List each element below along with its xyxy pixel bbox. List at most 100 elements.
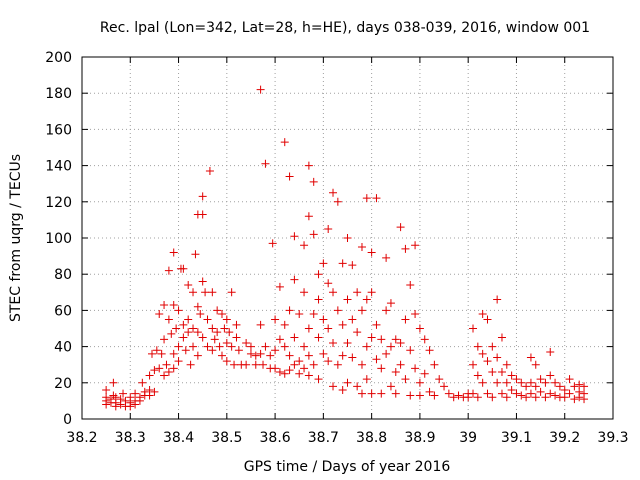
- y-tick-label: 60: [54, 303, 72, 319]
- data-point: [526, 378, 535, 387]
- data-point: [193, 351, 202, 360]
- data-point: [357, 306, 366, 315]
- data-point: [353, 288, 362, 297]
- data-point: [275, 335, 284, 344]
- data-point: [541, 378, 550, 387]
- y-tick-label: 100: [45, 231, 72, 247]
- data-point: [512, 389, 521, 398]
- data-point: [191, 250, 200, 259]
- data-point: [246, 349, 255, 358]
- data-point: [386, 342, 395, 351]
- data-point: [126, 402, 135, 411]
- data-point: [290, 333, 299, 342]
- data-point: [473, 371, 482, 380]
- data-point: [169, 248, 178, 257]
- data-point: [522, 382, 531, 391]
- data-point: [372, 355, 381, 364]
- data-point: [338, 351, 347, 360]
- data-point: [367, 389, 376, 398]
- data-point: [580, 395, 589, 404]
- data-point: [198, 192, 207, 201]
- data-point: [179, 333, 188, 342]
- data-point: [575, 380, 584, 389]
- y-axis-label: STEC from uqrg / TECUs: [8, 154, 24, 322]
- data-point: [230, 360, 239, 369]
- data-point: [131, 400, 140, 409]
- data-point: [189, 324, 198, 333]
- data-point: [109, 378, 118, 387]
- data-point: [160, 371, 169, 380]
- data-point: [362, 342, 371, 351]
- data-point: [261, 342, 270, 351]
- y-tick-label: 200: [45, 50, 72, 66]
- data-point: [401, 315, 410, 324]
- data-point: [251, 351, 260, 360]
- data-point: [425, 346, 434, 355]
- data-point: [391, 367, 400, 376]
- data-point: [225, 328, 234, 337]
- data-point: [565, 389, 574, 398]
- data-point: [382, 349, 391, 358]
- data-point: [333, 197, 342, 206]
- data-point: [232, 333, 241, 342]
- data-point: [145, 391, 154, 400]
- data-point: [386, 382, 395, 391]
- data-point: [246, 342, 255, 351]
- data-point: [198, 277, 207, 286]
- data-point: [309, 177, 318, 186]
- data-point: [329, 188, 338, 197]
- data-point: [116, 400, 125, 409]
- data-point: [285, 172, 294, 181]
- data-point: [314, 333, 323, 342]
- y-tick-label: 40: [54, 340, 72, 356]
- y-tick-label: 140: [45, 159, 72, 175]
- data-point: [555, 382, 564, 391]
- data-point: [497, 367, 506, 376]
- data-point: [570, 395, 579, 404]
- x-tick-labels: 38.2 38.3 38.4 38.5 38.6 38.7 38.8 38.9 39 39.1 39…: [66, 430, 628, 446]
- y-tick-label: 120: [45, 195, 72, 211]
- data-point: [382, 253, 391, 262]
- data-point: [570, 382, 579, 391]
- y-tick-label: 0: [63, 412, 72, 428]
- data-point: [169, 364, 178, 373]
- data-point: [271, 364, 280, 373]
- data-point: [295, 369, 304, 378]
- data-point: [329, 382, 338, 391]
- data-point: [181, 346, 190, 355]
- data-point: [348, 353, 357, 362]
- y-tick-label: 180: [45, 86, 72, 102]
- grid: [82, 57, 613, 419]
- axis-ticks: [81, 56, 614, 420]
- data-point: [150, 366, 159, 375]
- data-point: [189, 342, 198, 351]
- data-point: [179, 264, 188, 273]
- data-point: [338, 320, 347, 329]
- data-point: [234, 346, 243, 355]
- data-point: [454, 391, 463, 400]
- data-point: [198, 210, 207, 219]
- data-point: [483, 357, 492, 366]
- data-point: [502, 393, 511, 402]
- y-tick-label: 20: [54, 376, 72, 392]
- data-point: [367, 248, 376, 257]
- data-point: [174, 342, 183, 351]
- data-point: [343, 295, 352, 304]
- data-point: [324, 279, 333, 288]
- data-point: [464, 393, 473, 402]
- data-point: [522, 393, 531, 402]
- data-point: [531, 360, 540, 369]
- data-point: [560, 393, 569, 402]
- data-point: [309, 310, 318, 319]
- data-point: [372, 320, 381, 329]
- data-point: [251, 360, 260, 369]
- data-point: [300, 342, 309, 351]
- x-tick-label: 38.3: [115, 430, 146, 446]
- data-point: [227, 342, 236, 351]
- data-point: [147, 349, 156, 358]
- data-point: [167, 329, 176, 338]
- data-point: [213, 306, 222, 315]
- data-point: [314, 375, 323, 384]
- x-tick-label: 39.1: [501, 430, 532, 446]
